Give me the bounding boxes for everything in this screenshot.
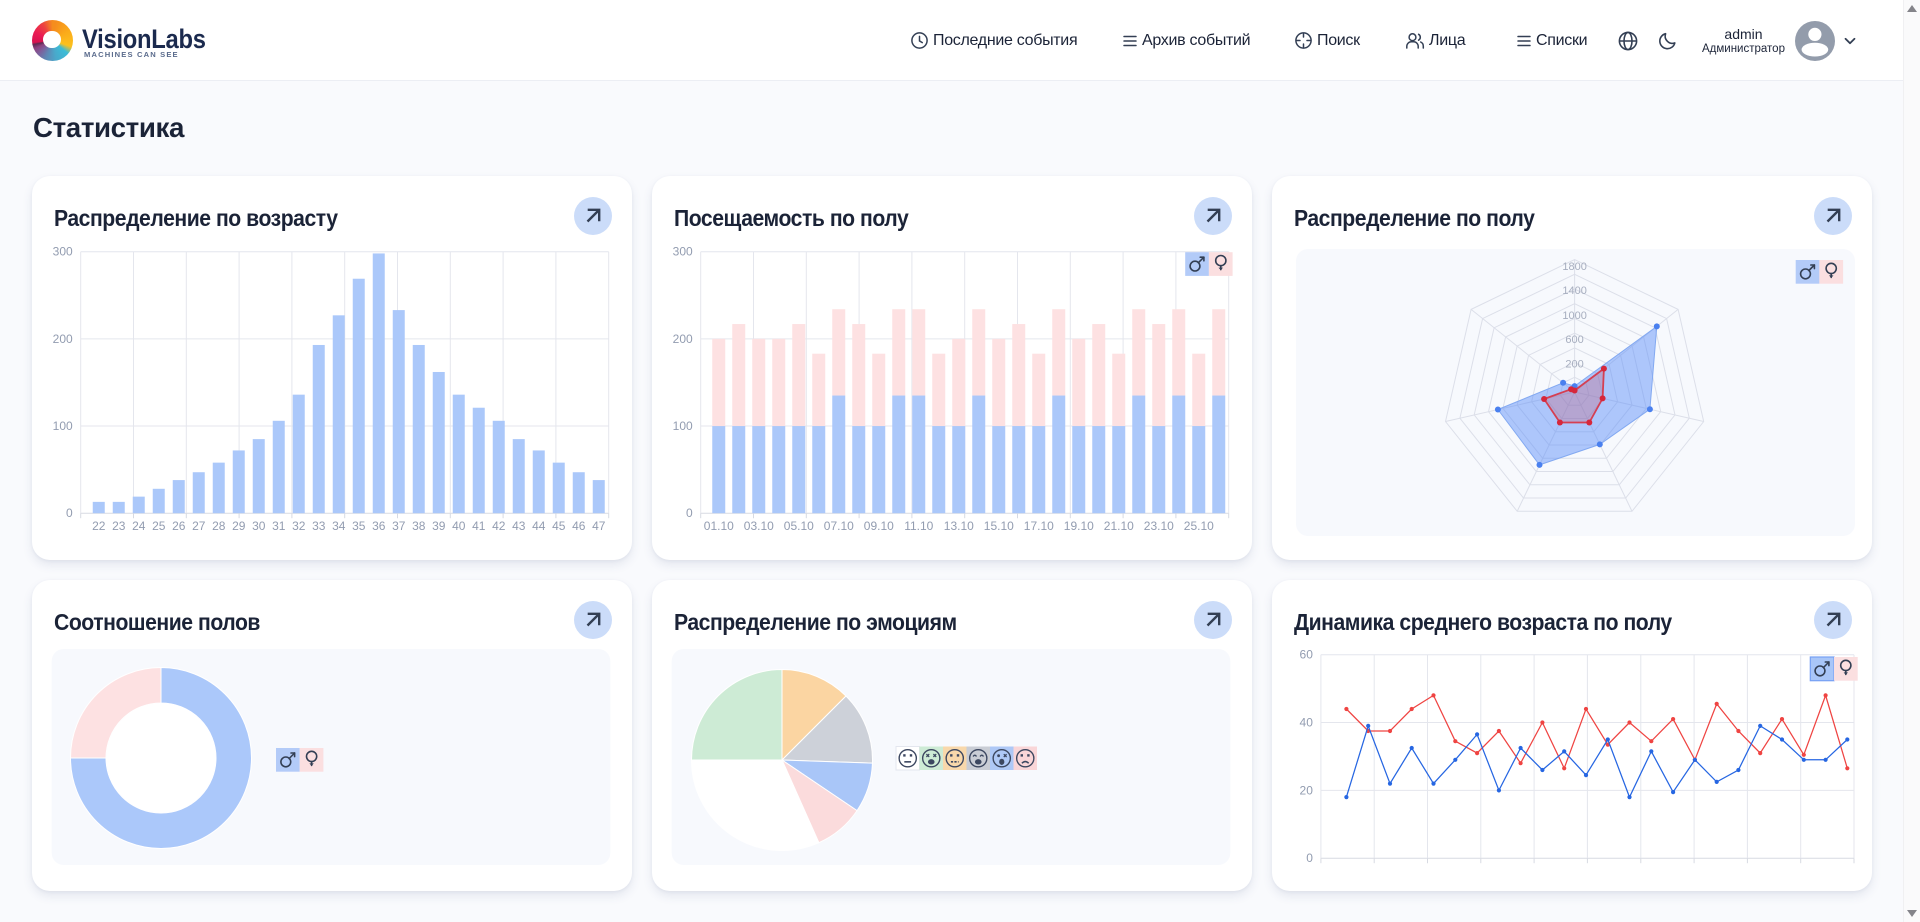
- svg-text:39: 39: [432, 519, 446, 533]
- svg-text:200: 200: [53, 332, 73, 346]
- svg-text:36: 36: [372, 519, 386, 533]
- svg-text:01.10: 01.10: [704, 519, 734, 533]
- svg-text:42: 42: [492, 519, 506, 533]
- svg-text:1400: 1400: [1562, 285, 1586, 297]
- svg-text:28: 28: [212, 519, 226, 533]
- svg-text:43: 43: [512, 519, 526, 533]
- svg-text:32: 32: [292, 519, 306, 533]
- svg-text:03.10: 03.10: [744, 519, 774, 533]
- svg-text:600: 600: [1565, 334, 1583, 346]
- svg-text:38: 38: [412, 519, 426, 533]
- svg-text:20: 20: [1300, 783, 1314, 797]
- svg-text:07.10: 07.10: [824, 519, 854, 533]
- svg-text:05.10: 05.10: [784, 519, 814, 533]
- svg-text:27: 27: [192, 519, 206, 533]
- svg-text:19.10: 19.10: [1064, 519, 1094, 533]
- svg-text:41: 41: [472, 519, 486, 533]
- svg-text:300: 300: [53, 245, 73, 259]
- svg-text:0: 0: [66, 506, 73, 520]
- svg-text:0: 0: [686, 506, 693, 520]
- svg-text:60: 60: [1300, 648, 1314, 662]
- svg-text:15.10: 15.10: [984, 519, 1014, 533]
- svg-text:44: 44: [532, 519, 546, 533]
- svg-text:45: 45: [552, 519, 566, 533]
- svg-text:47: 47: [592, 519, 606, 533]
- svg-text:17.10: 17.10: [1024, 519, 1054, 533]
- svg-text:33: 33: [312, 519, 326, 533]
- svg-text:13.10: 13.10: [944, 519, 974, 533]
- svg-text:26: 26: [172, 519, 186, 533]
- svg-text:23: 23: [112, 519, 126, 533]
- svg-text:1800: 1800: [1562, 261, 1586, 273]
- svg-text:22: 22: [92, 519, 106, 533]
- svg-text:23.10: 23.10: [1144, 519, 1174, 533]
- svg-text:100: 100: [673, 419, 693, 433]
- svg-text:09.10: 09.10: [864, 519, 894, 533]
- svg-text:200: 200: [673, 332, 693, 346]
- svg-text:40: 40: [1300, 716, 1314, 730]
- svg-text:11.10: 11.10: [904, 519, 933, 533]
- svg-text:29: 29: [232, 519, 246, 533]
- svg-text:40: 40: [452, 519, 466, 533]
- svg-text:1000: 1000: [1562, 310, 1586, 322]
- svg-text:21.10: 21.10: [1104, 519, 1134, 533]
- svg-text:100: 100: [53, 419, 73, 433]
- svg-text:31: 31: [272, 519, 286, 533]
- svg-text:25.10: 25.10: [1184, 519, 1214, 533]
- svg-text:30: 30: [252, 519, 266, 533]
- svg-text:37: 37: [392, 519, 406, 533]
- svg-text:24: 24: [132, 519, 146, 533]
- svg-text:35: 35: [352, 519, 366, 533]
- svg-text:46: 46: [572, 519, 586, 533]
- svg-text:300: 300: [673, 245, 693, 259]
- svg-text:34: 34: [332, 519, 346, 533]
- svg-text:0: 0: [1306, 851, 1313, 865]
- svg-text:200: 200: [1565, 359, 1583, 371]
- svg-text:25: 25: [152, 519, 166, 533]
